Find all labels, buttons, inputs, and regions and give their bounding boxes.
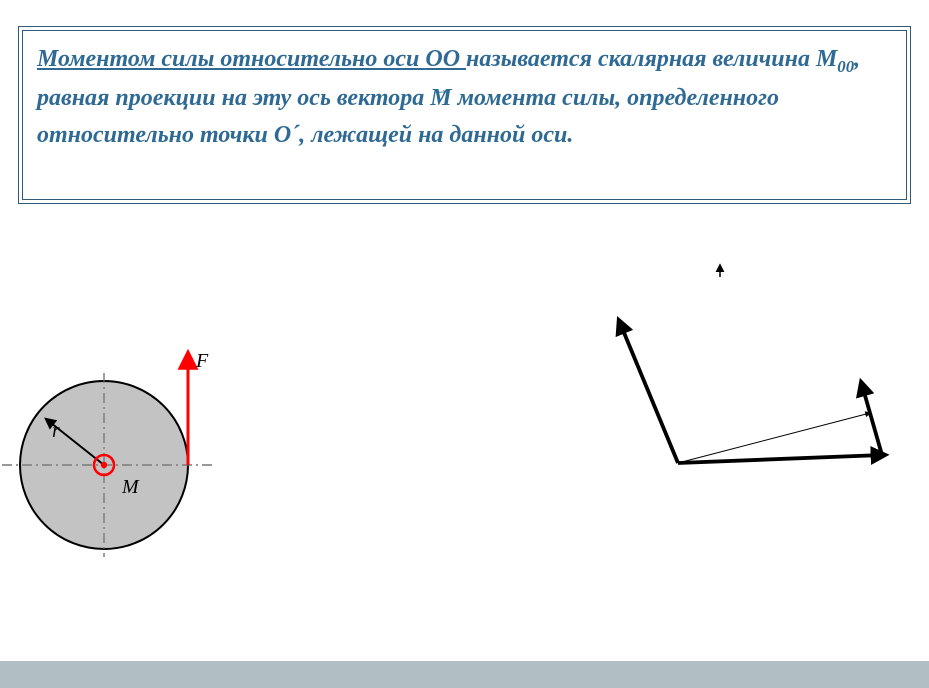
left-circle-diagram: F r M [0, 335, 260, 635]
thick-vector-1 [620, 323, 678, 463]
scalar-M: М00 [816, 46, 854, 72]
thick-vector-3 [862, 385, 882, 455]
center-dot [101, 462, 107, 468]
thick-vector-2 [678, 455, 882, 463]
label-r: r [52, 420, 60, 442]
definition-box: Моментом силы относительно оси OO называ… [18, 26, 911, 204]
label-M: M [121, 476, 140, 498]
vector-M: →М [430, 86, 451, 110]
right-vector-diagram [560, 255, 920, 535]
definition-underlined: Моментом силы относительно оси OO [37, 46, 466, 72]
label-F: F [195, 350, 209, 372]
axis-oo: OO [425, 46, 460, 72]
footer-bar [0, 661, 929, 688]
point-O-prime: О´ [274, 122, 299, 148]
definition-text: Моментом силы относительно оси OO называ… [22, 30, 907, 200]
